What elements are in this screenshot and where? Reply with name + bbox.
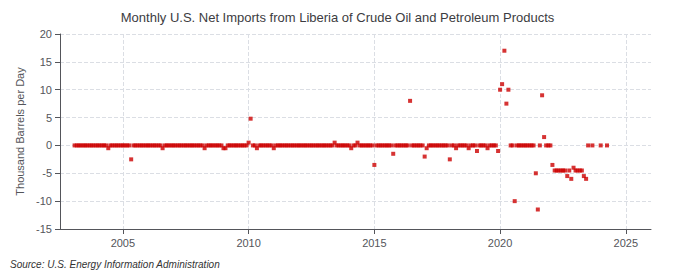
svg-text:2025: 2025 <box>614 237 638 249</box>
svg-text:2015: 2015 <box>362 237 386 249</box>
svg-text:2010: 2010 <box>236 237 260 249</box>
svg-text:20: 20 <box>40 28 52 40</box>
svg-text:Source: U.S. Energy Informatio: Source: U.S. Energy Information Administ… <box>10 259 220 270</box>
svg-text:0: 0 <box>46 139 52 151</box>
svg-text:Thousand Barrels per Day: Thousand Barrels per Day <box>14 67 26 196</box>
svg-text:2005: 2005 <box>111 237 135 249</box>
svg-text:-10: -10 <box>36 195 52 207</box>
svg-text:10: 10 <box>40 84 52 96</box>
svg-text:Monthly U.S. Net Imports from: Monthly U.S. Net Imports from Liberia of… <box>121 10 555 25</box>
svg-text:15: 15 <box>40 56 52 68</box>
svg-text:5: 5 <box>46 112 52 124</box>
svg-text:-5: -5 <box>42 167 52 179</box>
svg-text:-15: -15 <box>36 223 52 235</box>
svg-text:2020: 2020 <box>488 237 512 249</box>
